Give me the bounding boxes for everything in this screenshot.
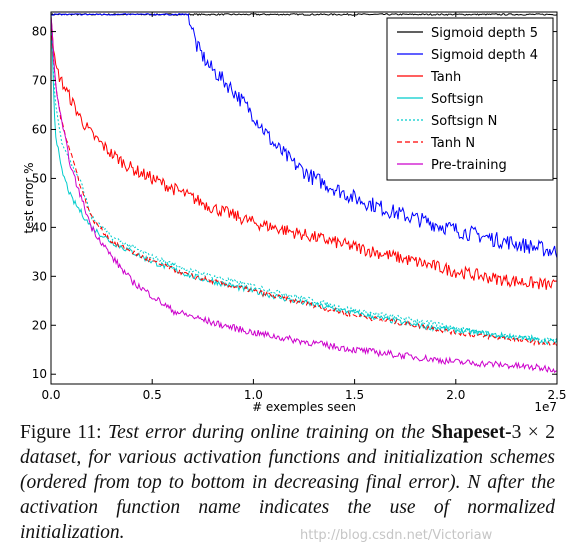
series-line-tanh [51,16,557,290]
x-tick-label: 1.5 [345,388,364,402]
series-line-tanh-n [51,19,557,349]
y-tick-label: 70 [32,74,47,88]
y-tick-label: 40 [32,220,47,234]
legend-entry: Sigmoid depth 5 [431,26,538,41]
line-chart: 0.0 0.5 1.0 1.5 2.0 2.5 10 20 30 40 50 60 70 80 # exem… [22,11,567,414]
y-tick-label: 30 [32,269,47,283]
chart-area: 0.0 0.5 1.0 1.5 2.0 2.5 10 20 30 40 50 60 70 80 # exem… [22,11,567,414]
caption-math: 3 × 2 [511,422,556,443]
legend-entry: Softsign [431,92,484,107]
x-tick-label: 1.0 [244,388,263,402]
legend-entry: Sigmoid depth 4 [431,48,538,63]
caption-part1: Test error during online training on the [108,422,425,443]
caption-lead: Figure 11: [20,422,102,443]
series-line-pre-training [51,15,557,374]
y-tick-label: 60 [32,122,47,136]
series-line-softsign-n [51,19,557,342]
legend-entry: Softsign N [431,114,497,129]
legend-entry: Tanh N [430,136,475,151]
x-tick-label: 0.5 [143,388,162,402]
y-tick-label: 50 [32,171,47,185]
legend-entry: Pre-training [431,158,507,173]
x-tick-label: 2.5 [547,388,566,402]
y-axis-label: test error % [22,162,36,233]
x-multiplier-label: 1e7 [534,400,557,414]
x-tick-label: 2.0 [446,388,465,402]
y-tick-label: 80 [32,25,47,39]
series-line-softsign [51,12,557,346]
series-group [51,12,557,374]
watermark: http://blog.csdn.net/Victoriaw [300,528,493,543]
caption-bold: Shapeset- [431,422,512,443]
caption-part2: dataset, for various activation function… [20,447,555,543]
series-line-sigmoid-depth-4 [51,13,557,259]
legend-box [386,17,554,181]
figure-caption: Figure 11: Test error during online trai… [20,420,555,545]
x-axis-label: # exemples seen [252,400,356,414]
y-tick-label: 20 [32,318,47,332]
legend-entry: Tanh [430,70,461,85]
y-tick-label: 10 [32,367,47,381]
plot-frame [50,11,558,385]
x-tick-label: 0.0 [41,388,60,402]
